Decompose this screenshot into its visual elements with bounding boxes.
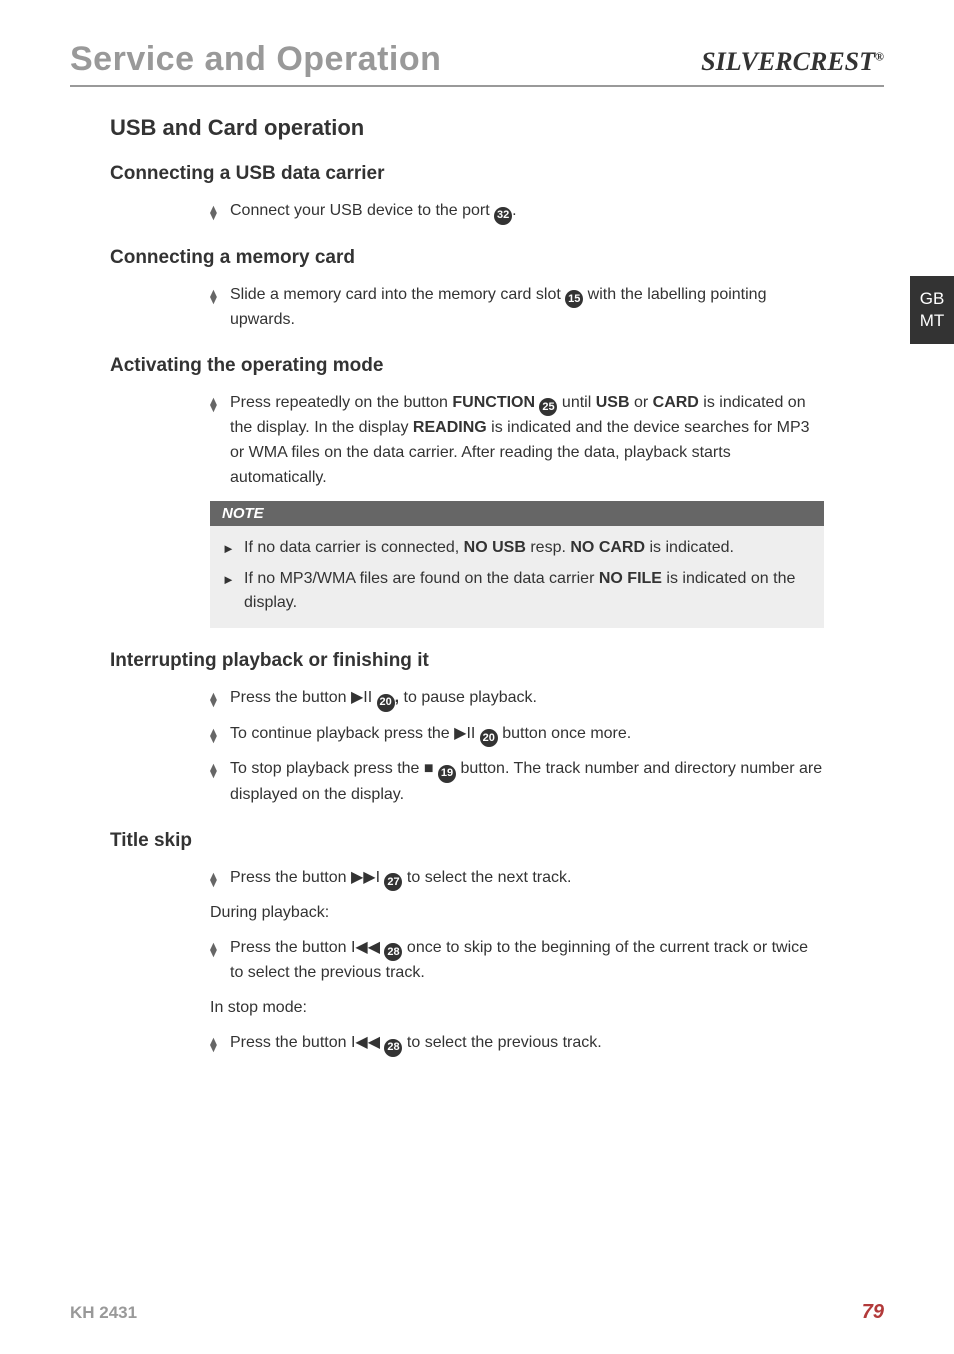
bullet-text: Press the button ▶▶I 27 to select the ne… [230, 866, 824, 892]
note-text: If no MP3/WMA files are found on the dat… [244, 567, 812, 617]
prev-track-icon: I◀◀ [351, 939, 380, 956]
block-s4: ⧫ Press the button ▶II 20, to pause play… [210, 686, 824, 807]
list-item: ⧫ Connect your USB device to the port 32… [210, 199, 824, 225]
ref-28: 28 [384, 943, 402, 961]
bullet-text: Slide a memory card into the memory card… [230, 283, 824, 333]
note-body: ► If no data carrier is connected, NO US… [210, 526, 824, 628]
page-header: Service and Operation SILVERCREST® [70, 40, 884, 87]
ref-20: 20 [377, 694, 395, 712]
prev-track-icon: I◀◀ [351, 1034, 380, 1051]
block-s5: ⧫ Press the button ▶▶I 27 to select the … [210, 866, 824, 1057]
list-item: ⧫ To continue playback press the ▶II 20 … [210, 722, 824, 748]
lang-mt: MT [920, 310, 945, 332]
list-item: ⧫ Press the button I◀◀ 28 to select the … [210, 1031, 824, 1057]
paragraph: During playback: [210, 901, 824, 926]
subheading-interrupting: Interrupting playback or ﬁnishing it [110, 650, 884, 672]
note-item: ► If no MP3/WMA files are found on the d… [222, 567, 812, 617]
bullet-text: To stop playback press the ■ 19 button. … [230, 757, 824, 807]
diamond-icon: ⧫ [210, 286, 230, 308]
bullet-text: Press repeatedly on the button FUNCTION … [230, 391, 824, 491]
diamond-icon: ⧫ [210, 394, 230, 416]
ref-28: 28 [384, 1039, 402, 1057]
page-number: 79 [862, 1301, 884, 1324]
triangle-icon: ► [222, 539, 244, 559]
play-pause-icon: ▶II [454, 725, 475, 742]
ref-20: 20 [480, 729, 498, 747]
stop-icon: ■ [424, 760, 434, 777]
list-item: ⧫ Press the button I◀◀ 28 once to skip t… [210, 936, 824, 986]
section-title: USB and Card operation [110, 115, 884, 141]
triangle-icon: ► [222, 570, 244, 590]
bullet-text: Press the button I◀◀ 28 to select the pr… [230, 1031, 824, 1057]
diamond-icon: ⧫ [210, 689, 230, 711]
ref-32: 32 [494, 207, 512, 225]
list-item: ⧫ Slide a memory card into the memory ca… [210, 283, 824, 333]
diamond-icon: ⧫ [210, 202, 230, 224]
page: Service and Operation SILVERCREST® GB MT… [0, 0, 954, 1354]
subheading-title-skip: Title skip [110, 830, 884, 852]
footer-model: KH 2431 [70, 1303, 137, 1323]
diamond-icon: ⧫ [210, 760, 230, 782]
note-item: ► If no data carrier is connected, NO US… [222, 536, 812, 561]
diamond-icon: ⧫ [210, 1034, 230, 1056]
list-item: ⧫ Press repeatedly on the button FUNCTIO… [210, 391, 824, 491]
block-s2: ⧫ Slide a memory card into the memory ca… [210, 283, 824, 333]
brand-main: SILVER [701, 47, 793, 76]
block-s1: ⧫ Connect your USB device to the port 32… [210, 199, 824, 225]
diamond-icon: ⧫ [210, 869, 230, 891]
header-title: Service and Operation [70, 40, 441, 79]
play-pause-icon: ▶II [351, 689, 372, 706]
subheading-activating: Activating the operating mode [110, 355, 884, 377]
bullet-text: To continue playback press the ▶II 20 bu… [230, 722, 824, 748]
brand-logo: SILVERCREST® [701, 47, 884, 77]
note-header: NOTE [210, 501, 824, 526]
ref-25: 25 [539, 398, 557, 416]
lang-gb: GB [920, 288, 945, 310]
paragraph: In stop mode: [210, 996, 824, 1021]
subheading-usb-carrier: Connecting a USB data carrier [110, 163, 884, 185]
subheading-memory-card: Connecting a memory card [110, 247, 884, 269]
ref-15: 15 [565, 290, 583, 308]
ref-27: 27 [384, 873, 402, 891]
list-item: ⧫ To stop playback press the ■ 19 button… [210, 757, 824, 807]
block-s3: ⧫ Press repeatedly on the button FUNCTIO… [210, 391, 824, 491]
bullet-text: Connect your USB device to the port 32. [230, 199, 824, 225]
ref-19: 19 [438, 765, 456, 783]
bullet-text: Press the button ▶II 20, to pause playba… [230, 686, 824, 712]
list-item: ⧫ Press the button ▶▶I 27 to select the … [210, 866, 824, 892]
language-tab: GB MT [910, 276, 954, 344]
note-box: NOTE ► If no data carrier is connected, … [210, 501, 824, 628]
list-item: ⧫ Press the button ▶II 20, to pause play… [210, 686, 824, 712]
diamond-icon: ⧫ [210, 725, 230, 747]
brand-sub: CREST [793, 47, 875, 76]
note-text: If no data carrier is connected, NO USB … [244, 536, 812, 561]
page-footer: KH 2431 79 [70, 1301, 884, 1324]
bullet-text: Press the button I◀◀ 28 once to skip to … [230, 936, 824, 986]
brand-reg: ® [875, 49, 884, 63]
next-track-icon: ▶▶I [351, 869, 380, 886]
